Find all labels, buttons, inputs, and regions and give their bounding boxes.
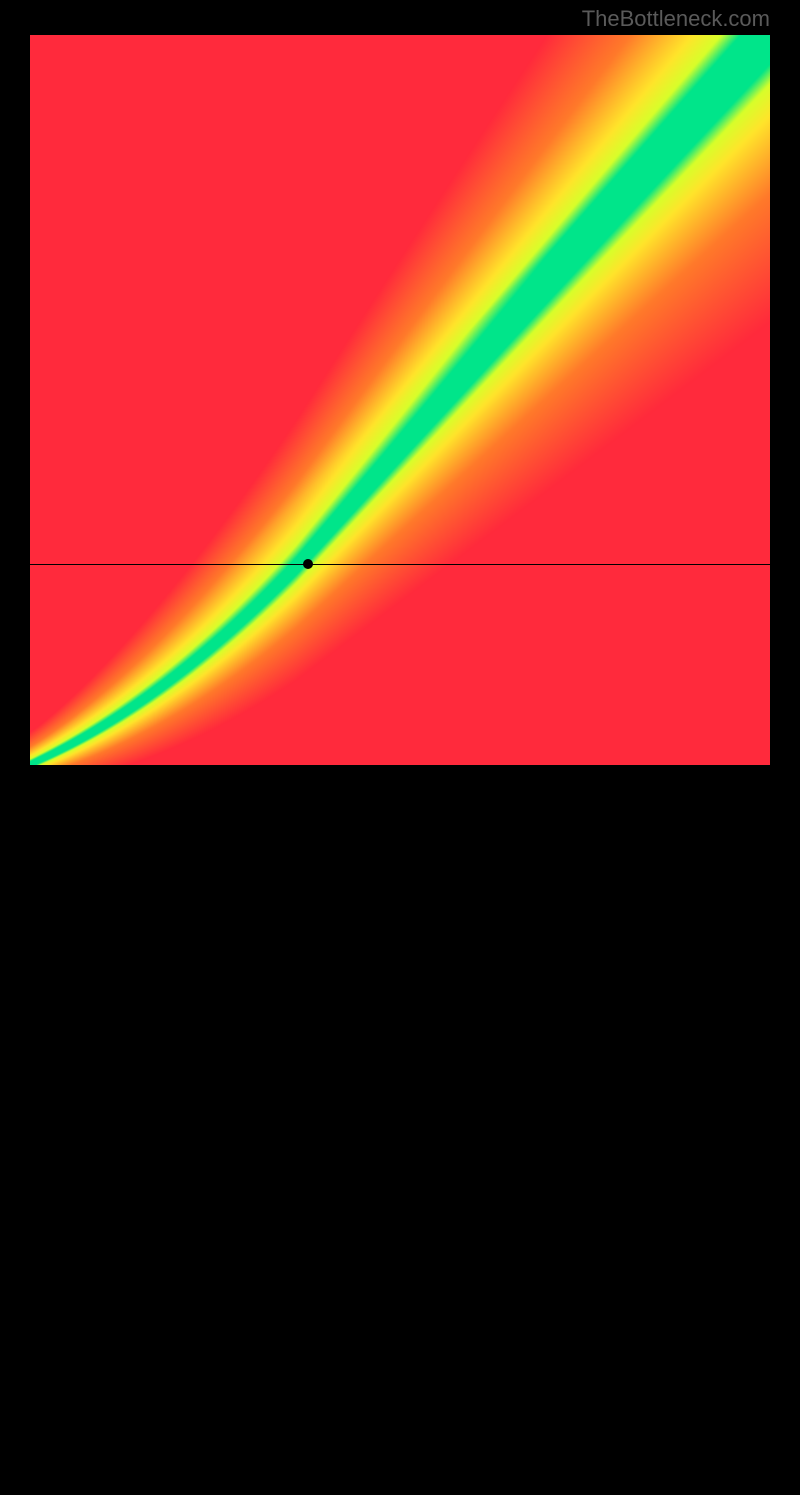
crosshair-marker [303, 559, 313, 569]
watermark-text: TheBottleneck.com [582, 6, 770, 32]
crosshair-vertical [308, 765, 309, 1495]
heatmap-canvas [30, 35, 770, 765]
heatmap-chart [30, 35, 770, 765]
crosshair-horizontal [30, 564, 770, 565]
